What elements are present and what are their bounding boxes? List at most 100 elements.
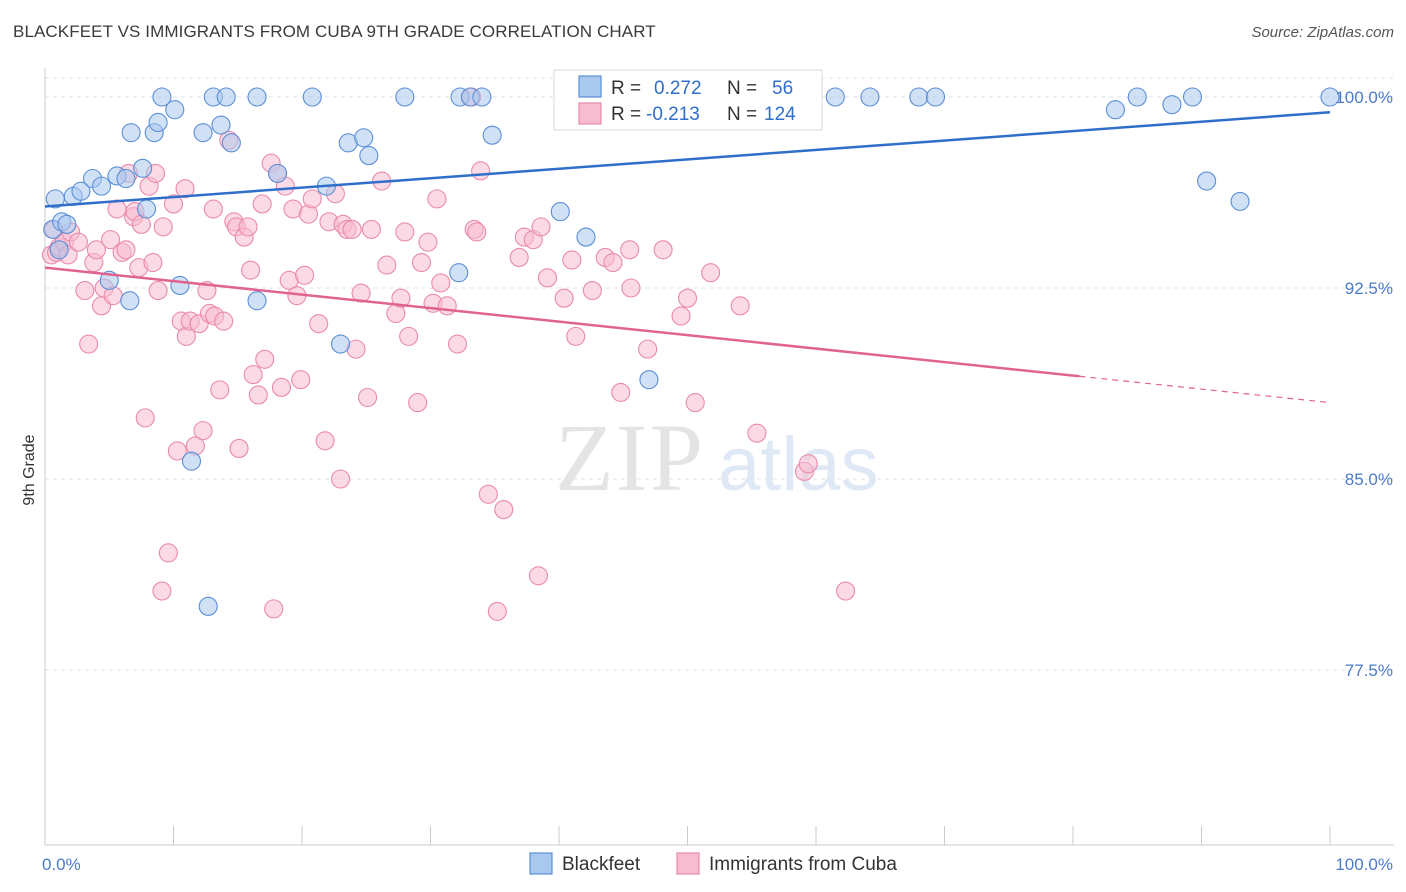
bottom-legend-swatch-cuba — [676, 852, 700, 875]
cuba-point — [68, 232, 88, 252]
blackfeet-point — [1162, 95, 1182, 115]
bottom-legend-label-cuba: Immigrants from Cuba — [709, 854, 897, 875]
cuba-point — [152, 581, 172, 601]
cuba-point — [671, 306, 691, 326]
cuba-point — [252, 194, 272, 214]
cuba-point — [86, 240, 106, 260]
series-immigrants-from-cuba — [41, 87, 856, 621]
blackfeet-point — [860, 87, 880, 107]
blackfeet-point — [268, 163, 288, 183]
blackfeet-point — [165, 100, 185, 120]
blackfeet-point — [71, 181, 91, 201]
cuba-point — [836, 581, 856, 601]
x-tick-label: 100.0% — [1335, 855, 1393, 874]
bottom-legend-swatch-blackfeet — [529, 852, 553, 875]
legend-r-label: R = — [611, 104, 641, 125]
cuba-point — [135, 408, 155, 428]
blackfeet-point — [211, 115, 231, 135]
cuba-point — [351, 283, 371, 303]
blackfeet-point — [639, 370, 659, 390]
cuba-point — [243, 365, 263, 385]
cuba-point — [148, 280, 168, 301]
blackfeet-point — [116, 168, 136, 189]
blackfeet-point — [152, 87, 172, 107]
blackfeet-point — [121, 123, 141, 143]
blackfeet-point — [472, 87, 492, 107]
cuba-point — [487, 601, 507, 621]
blackfeet-point — [221, 133, 241, 153]
blackfeet-point — [91, 176, 112, 196]
cuba-point — [163, 194, 184, 214]
cuba-point — [175, 179, 195, 199]
blackfeet-point — [1105, 100, 1125, 120]
cuba-point — [677, 288, 698, 308]
cuba-point — [342, 219, 362, 239]
cuba-point — [158, 543, 178, 563]
cuba-point — [554, 288, 574, 308]
cuba-point — [271, 377, 291, 397]
cuba-point — [653, 240, 673, 260]
cuba-point — [408, 393, 428, 413]
blackfeet-point — [925, 87, 946, 107]
cuba-point — [315, 431, 335, 451]
legend-n-value: 124 — [764, 104, 796, 125]
cuba-point — [730, 296, 750, 316]
trend-lines — [44, 111, 1331, 404]
cuba-point — [494, 500, 514, 520]
blackfeet-point — [181, 451, 202, 471]
cuba-point — [203, 199, 223, 219]
correlation-legend: R = 0.272 N = 56 R = -0.213 N = 124 — [553, 69, 823, 131]
legend-r-label: R = — [611, 78, 641, 99]
cuba-point — [431, 273, 451, 293]
cuba-point — [238, 217, 258, 237]
watermark-zip: ZIP — [555, 404, 705, 511]
x-tick-labels: 0.0% 100.0% — [42, 855, 1393, 874]
cuba-point — [621, 278, 641, 298]
y-tick-label: 85.0% — [1345, 470, 1393, 489]
cuba-point — [620, 240, 640, 260]
blackfeet-point — [482, 125, 502, 145]
blackfeet-point — [120, 291, 140, 311]
cuba-point — [391, 288, 411, 308]
cuba-point — [528, 566, 548, 586]
cuba-point — [395, 222, 415, 242]
cuba-point — [418, 232, 438, 252]
blackfeet-point — [247, 87, 267, 107]
cuba-point — [509, 247, 529, 267]
blackfeet-point — [330, 334, 351, 354]
blackfeet-point — [1182, 87, 1203, 107]
chart-title: BLACKFEET VS IMMIGRANTS FROM CUBA 9TH GR… — [13, 22, 656, 41]
cuba-point — [357, 387, 378, 408]
source-label: Source: ZipAtlas.com — [1251, 24, 1394, 41]
legend-swatch-cuba — [578, 102, 602, 125]
y-tick-labels: 100.0% 92.5% 85.0% 77.5% — [1335, 88, 1393, 680]
blackfeet-point — [247, 291, 267, 311]
watermark: ZIP atlas — [555, 404, 879, 511]
cuba-point — [747, 423, 767, 443]
cuba-point — [531, 217, 551, 237]
cuba-point — [100, 230, 121, 250]
cuba-point — [437, 296, 457, 316]
blackfeet-point — [170, 275, 190, 296]
blackfeet-point — [909, 87, 929, 107]
y-tick-label: 100.0% — [1335, 88, 1393, 107]
blackfeet-point — [1230, 191, 1250, 211]
cuba-point — [471, 161, 491, 181]
x-tick-label: 0.0% — [42, 855, 81, 874]
legend-n-label: N = — [727, 78, 757, 99]
cuba-point — [377, 255, 397, 275]
cuba-point — [638, 339, 658, 359]
y-tick-label: 77.5% — [1345, 661, 1393, 680]
bottom-legend-label-blackfeet: Blackfeet — [562, 854, 641, 875]
blackfeet-point — [216, 87, 236, 107]
cuba-point — [537, 268, 557, 288]
legend-n-label: N = — [727, 104, 757, 125]
cuba-point — [798, 454, 818, 474]
cuba-point — [295, 265, 315, 285]
blackfeet-point — [49, 240, 69, 260]
blackfeet-point — [576, 227, 596, 247]
blackfeet-point — [1197, 171, 1217, 191]
cuba-point — [167, 441, 187, 461]
cuba-point — [603, 252, 623, 273]
cuba-point — [153, 217, 173, 237]
